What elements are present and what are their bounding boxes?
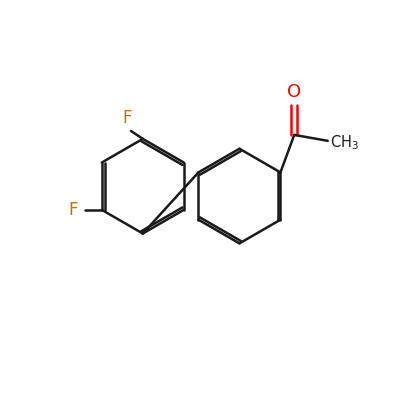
Text: CH$_3$: CH$_3$ [330, 134, 359, 152]
Text: O: O [287, 82, 301, 100]
Text: F: F [122, 109, 132, 127]
Text: F: F [69, 201, 78, 219]
